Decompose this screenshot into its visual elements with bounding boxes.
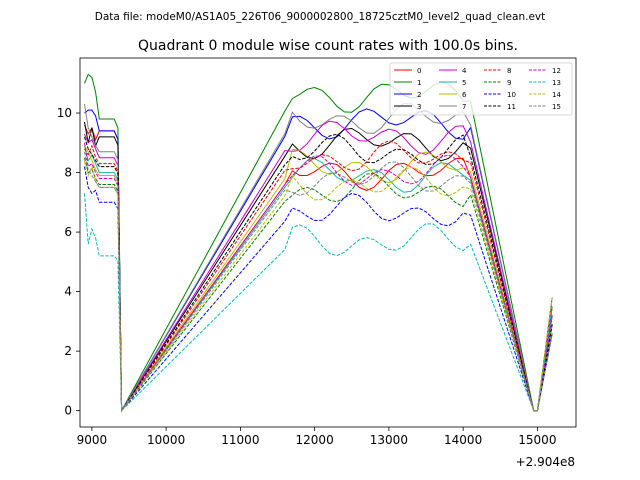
legend-label-3: 3 <box>417 103 421 111</box>
series-line-14 <box>84 160 553 413</box>
series-line-8 <box>84 140 553 413</box>
legend-label-7: 7 <box>462 103 466 111</box>
y-tick-label: 10 <box>57 106 72 120</box>
series-line-5 <box>84 145 553 413</box>
series-line-10 <box>84 166 553 412</box>
y-tick-label: 2 <box>64 344 72 358</box>
legend-label-1: 1 <box>417 79 421 87</box>
series-line-3 <box>84 121 553 413</box>
x-tick-label: 10000 <box>147 433 185 447</box>
x-tick-label: 13000 <box>370 433 408 447</box>
legend-label-11: 11 <box>507 103 516 111</box>
series-line-2 <box>84 108 553 413</box>
legend-box <box>389 62 573 116</box>
series-line-4 <box>84 120 553 413</box>
series-lines <box>84 73 553 413</box>
data-file-label: Data file: modeM0/AS1A05_226T06_90000028… <box>95 11 546 23</box>
legend-label-14: 14 <box>552 91 561 99</box>
series-line-13 <box>84 193 553 412</box>
legend-label-4: 4 <box>462 67 467 75</box>
y-tick-label: 8 <box>64 166 72 180</box>
x-tick-label: 11000 <box>221 433 259 447</box>
x-tick-label: 14000 <box>444 433 482 447</box>
x-tick-label: 12000 <box>296 433 334 447</box>
series-line-6 <box>84 145 553 413</box>
legend-label-9: 9 <box>507 79 511 87</box>
legend-label-15: 15 <box>552 103 561 111</box>
series-line-15 <box>84 151 553 413</box>
series-line-11 <box>84 133 553 413</box>
x-offset-label: +2.904e8 <box>516 455 575 469</box>
legend-label-13: 13 <box>552 79 561 87</box>
axes: 9000 10000 11000 12000 13000 14000 15000 0 2 4 6 8 1… <box>57 57 577 447</box>
legend-label-5: 5 <box>462 79 466 87</box>
plot-frame <box>79 57 577 428</box>
legend-label-6: 6 <box>462 91 467 99</box>
series-line-1 <box>84 73 553 413</box>
chart-title: Quadrant 0 module wise count rates with … <box>138 38 518 54</box>
y-tick-label: 0 <box>64 404 72 418</box>
legend-label-0: 0 <box>417 67 421 75</box>
x-tick-label: 9000 <box>77 433 108 447</box>
legend-label-10: 10 <box>507 91 516 99</box>
legend-label-8: 8 <box>507 67 511 75</box>
y-tick-label: 6 <box>64 225 72 239</box>
series-line-9 <box>84 157 553 413</box>
x-tick-label: 15000 <box>518 433 556 447</box>
y-tick-label: 4 <box>64 285 72 299</box>
series-line-12 <box>84 142 553 413</box>
legend-label-2: 2 <box>417 91 421 99</box>
legend-label-12: 12 <box>552 67 561 75</box>
